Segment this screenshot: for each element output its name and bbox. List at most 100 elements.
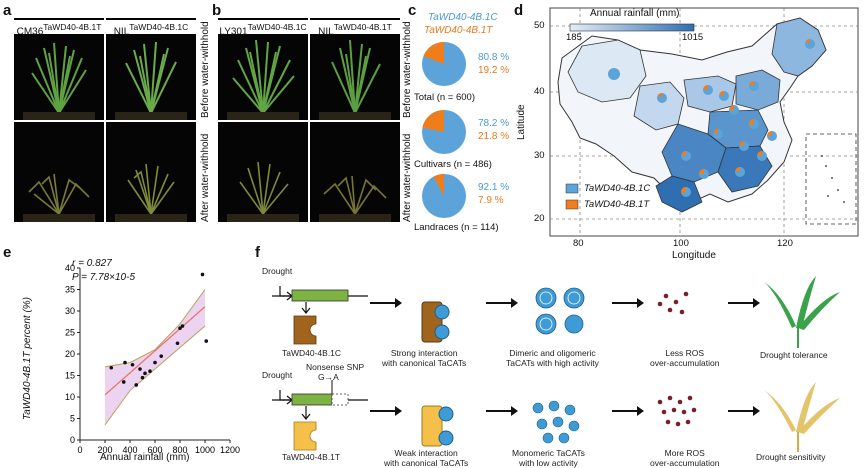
panel-label-d: d (514, 2, 524, 19)
scatter-xlabel: Annual rainfall (mm) (100, 452, 190, 463)
scatter-ytick-40: 40 (65, 263, 75, 273)
scatter-point-6 (140, 375, 145, 380)
r1-step3: Less ROS over-accumulation (650, 348, 720, 368)
map-pie-12-slice-t (681, 187, 686, 194)
drought-label-2: Drought (262, 370, 293, 380)
arrow-r1-1 (370, 298, 402, 308)
map-pie-8-slice-t (739, 141, 744, 146)
scatter-point-14 (200, 272, 205, 277)
scatter-p: P = 7.78×10-5 (72, 272, 136, 283)
map-ylabel: Latitude (516, 104, 527, 140)
pie-1-slice-t (422, 110, 444, 132)
arrow-r1-3 (612, 298, 644, 308)
scatter-ci-band (105, 289, 205, 425)
r2-step2: Monomeric TaCATs with low activity (512, 448, 585, 468)
scatter-point-10 (159, 354, 164, 358)
scatter-ytick-25: 25 (65, 328, 75, 338)
scatter-xtick-1200: 1200 (220, 445, 240, 455)
pie-total-c: 80.8 % (478, 52, 510, 63)
map-pie-1-slice-t (657, 93, 662, 98)
scatter-chart: 0 200 400 600 800 1000 1200 0 5 10 15 20 25 30 35 40 (65, 263, 240, 455)
row-label-a-before: Before water-withhold (200, 21, 211, 118)
scatter-point-3 (130, 362, 135, 367)
gene-label-c: TaWD40-4B.1C (282, 348, 342, 358)
region-northeast (771, 17, 827, 77)
scatter-point-12 (178, 326, 182, 330)
china-map (549, 7, 859, 237)
snp-label: Nonsense SNP (306, 362, 365, 372)
r2-step4: Drought sensitivity (756, 452, 826, 462)
r1-step1: Strong interaction with canonical TaCATs (382, 348, 467, 368)
scatter-point-9 (153, 360, 157, 365)
map-pie-7-slice-t (713, 129, 718, 134)
arrow-r2-1 (370, 406, 402, 416)
row-label-a-after: After water-withhold (200, 133, 211, 222)
pie-total (422, 42, 466, 86)
photo-a-before-nil: NILTaWD40-4B.1C (106, 18, 196, 120)
south-sea-inset (805, 133, 857, 225)
panel-label-c: c (408, 2, 417, 19)
arrow-r1-4 (728, 298, 760, 308)
arrow-r2-2 (486, 406, 518, 416)
map-pie-2-slice-t (703, 85, 708, 90)
scatter-point-4 (134, 383, 139, 387)
map-ytick-20: 20 (534, 213, 545, 224)
pie-0-slice-t (423, 42, 444, 64)
photo-a-after-nil (106, 122, 196, 222)
map-xlabel: Longitude (672, 250, 716, 261)
pie-cultivars-t: 21.8 % (478, 131, 510, 142)
scatter-xtick-1000: 1000 (195, 445, 215, 455)
scatter-ytick-5: 5 (70, 414, 75, 424)
map-pie-13-slice-t (735, 167, 740, 172)
mechanism-diagram (272, 276, 840, 452)
map-frame (549, 7, 859, 237)
rainfall-scale-min: 185 (566, 32, 582, 43)
map-ytick-30: 30 (534, 150, 545, 161)
arrow-r2-4 (728, 406, 760, 416)
map-xtick-120: 120 (777, 238, 793, 249)
scatter-ytick-15: 15 (65, 371, 75, 381)
map-xtick-100: 100 (673, 238, 689, 249)
scatter-xtick-400: 400 (122, 445, 137, 455)
drought-label-1: Drought (262, 266, 293, 276)
map-pie-4-slice-t (729, 105, 734, 110)
scatter-r: r = 0.827 (72, 258, 112, 269)
row-label-b-before: Before water-withhold (402, 21, 413, 118)
scatter-ytick-10: 10 (65, 392, 75, 402)
map-xtick-80: 80 (573, 238, 584, 249)
map-pie-9-slice-t (757, 151, 762, 156)
photo-b-before-nil: NILTaWD40-4B.1T (310, 18, 400, 120)
gene-box-t (291, 393, 333, 406)
r1-step4: Drought tolerance (760, 350, 828, 360)
scatter-point-7 (143, 371, 147, 376)
pie-cultivars-label: Cultivars (n = 486) (414, 159, 492, 170)
scatter-fit-line (104, 306, 206, 396)
rainfall-scale-bar (569, 23, 695, 32)
pie-cultivars-c: 78.2 % (478, 118, 510, 129)
photo-a-before-cm36: CM36TaWD40-4B.1T (14, 18, 104, 120)
scatter-xtick-800: 800 (172, 445, 187, 455)
scatter-ylabel: TaWD40-4B.1T percent (%) (22, 296, 33, 420)
scatter-ytick-30: 30 (65, 306, 75, 316)
scatter-point-11 (175, 341, 180, 346)
arrow-r2-3 (612, 406, 644, 416)
scatter-xtick-600: 600 (147, 445, 162, 455)
r2-step1: Weak interaction with canonical TaCATs (384, 448, 469, 468)
photo-b-after-ly301 (218, 122, 308, 222)
scatter-point-1 (121, 380, 126, 384)
scatter-xtick-0: 0 (77, 445, 82, 455)
region-yunnan (655, 175, 703, 213)
map-legend-c: TaWD40-4B.1C (584, 183, 651, 194)
photo-a-after-cm36 (14, 122, 104, 222)
snp-change: G→A (318, 372, 339, 382)
panel-label-e: e (3, 244, 12, 261)
map-ytick-50: 50 (534, 20, 545, 31)
r1-step2: Dimeric and oligomeric TaCATs with high … (506, 348, 599, 368)
pie-landraces-label: Landraces (n = 114) (414, 222, 499, 233)
scatter-ci-lower (104, 325, 206, 426)
scatter-ytick-20: 20 (65, 349, 75, 359)
region-xinjiang (567, 39, 647, 103)
map-pie-10-slice-t (681, 151, 686, 156)
pie-total-t: 19.2 % (478, 65, 510, 76)
scatter-point-0 (109, 365, 114, 370)
